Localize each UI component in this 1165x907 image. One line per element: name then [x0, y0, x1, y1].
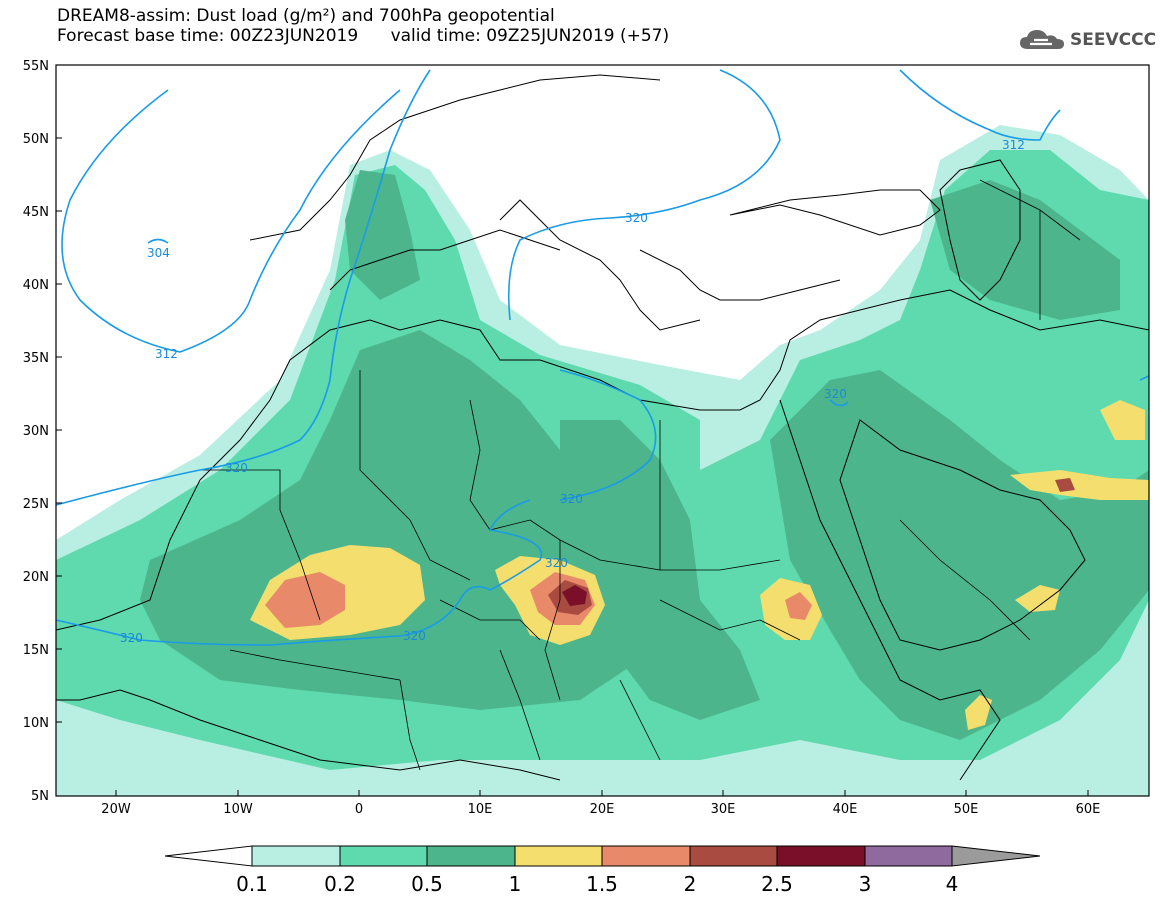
- colorbar-label: 3: [859, 872, 872, 896]
- dust-region-maroon-chad: [562, 585, 587, 606]
- lat-tick-label: 35N: [23, 351, 49, 366]
- lat-tick-label: 10N: [23, 716, 49, 731]
- colorbar-swatch: [864, 845, 953, 867]
- lat-tick-label: 45N: [23, 205, 49, 220]
- lon-tick-label: 50E: [954, 802, 979, 817]
- colorbar: 0.1 0.2 0.5 1 1.5 2 2.5 3 4: [164, 845, 1041, 896]
- colorbar-label: 2.5: [761, 872, 793, 896]
- colorbar-swatch: [776, 845, 866, 867]
- geopotential-contours: [56, 69, 1149, 646]
- contour-label: 312: [155, 347, 178, 361]
- lon-tick-label: 0: [355, 802, 363, 817]
- lon-tick-label: 30E: [711, 802, 736, 817]
- dust-region-dark-iberia: [345, 170, 420, 300]
- contour-label: 320: [560, 492, 583, 506]
- lat-tick-label: 55N: [23, 59, 49, 74]
- lat-tick-label: 50N: [23, 132, 49, 147]
- colorbar-label: 1.5: [586, 872, 618, 896]
- colorbar-swatch: [251, 845, 341, 867]
- contour-label: 320: [225, 461, 248, 475]
- country-borders: [200, 179, 1081, 771]
- colorbar-label: 1: [509, 872, 522, 896]
- lat-tick-label: 40N: [23, 278, 49, 293]
- logo-text: SEEVCCC: [1070, 30, 1157, 50]
- contour-320-north: [56, 69, 431, 506]
- dust-region-orange-mali: [265, 572, 345, 628]
- contour-label: 320: [120, 631, 143, 645]
- contour-label: 312: [1002, 138, 1025, 152]
- coastlines: [56, 74, 1149, 781]
- lon-tick-label: 10E: [468, 802, 493, 817]
- dust-region-dark-caspian: [930, 180, 1120, 320]
- contour-label: 320: [545, 556, 568, 570]
- lon-axis: 20W 10W 0 10E 20E 30E 40E 50E 60E: [101, 790, 1100, 817]
- lat-tick-label: 25N: [23, 497, 49, 512]
- seevccc-logo: SEEVCCC: [1018, 26, 1156, 54]
- colorbar-label: 2: [684, 872, 697, 896]
- contour-312-west: [61, 89, 401, 353]
- lat-tick-label: 15N: [23, 643, 49, 658]
- dust-region-darkred-gulf: [1055, 478, 1075, 492]
- contour-label: 320: [625, 211, 648, 225]
- colorbar-low-arrow: [164, 845, 253, 867]
- colorbar-swatch: [601, 845, 691, 867]
- dust-region-yellow-iran: [1100, 400, 1145, 440]
- dust-region-orange-sudan: [785, 592, 812, 620]
- contour-label: 320: [824, 387, 847, 401]
- contour-320-central: [559, 369, 657, 501]
- contour-label: 320: [403, 629, 426, 643]
- map-title: DREAM8-assim: Dust load (g/m²) and 700hP…: [57, 6, 555, 26]
- lat-tick-label: 5N: [31, 789, 49, 804]
- lon-tick-label: 20W: [101, 802, 131, 817]
- contour-312-east: [899, 69, 1061, 141]
- colorbar-label: 0.5: [411, 872, 443, 896]
- lat-tick-label: 30N: [23, 424, 49, 439]
- colorbar-high-arrow: [951, 845, 1041, 867]
- contour-320-med: [507, 69, 781, 321]
- colorbar-swatch: [426, 845, 516, 867]
- dust-region-dark-east: [770, 370, 1149, 740]
- lon-tick-label: 60E: [1076, 802, 1101, 817]
- dust-region-yellow-gulf: [1010, 470, 1149, 500]
- colorbar-label: 4: [946, 872, 959, 896]
- map-subtitle: Forecast base time: 00Z23JUN2019 valid t…: [57, 26, 670, 46]
- dust-fields: [56, 69, 1149, 796]
- lon-tick-label: 40E: [833, 802, 858, 817]
- colorbar-swatch: [514, 845, 603, 867]
- contour-label: 304: [147, 246, 170, 260]
- contour-labels: 304 312 312 320 320 320 320 320 320 320: [120, 138, 1025, 645]
- lat-axis: 55N 50N 45N 40N 35N 30N 25N 20N 15N 10N …: [23, 59, 62, 804]
- colorbar-swatch: [339, 845, 428, 867]
- dust-region-yellow-somalia: [965, 695, 992, 730]
- colorbar-label: 0.2: [324, 872, 356, 896]
- colorbar-label: 0.1: [236, 872, 268, 896]
- contour-320-iran: [1139, 375, 1149, 381]
- lon-tick-label: 10W: [223, 802, 253, 817]
- contour-320-arabia: [829, 399, 849, 407]
- lat-tick-label: 20N: [23, 570, 49, 585]
- dust-region-yellow-oman: [1015, 585, 1060, 612]
- colorbar-swatch: [689, 845, 778, 867]
- lon-tick-label: 20E: [590, 802, 615, 817]
- contour-304: [147, 238, 169, 244]
- cloud-icon: [1020, 30, 1064, 49]
- contour-320-south: [56, 499, 543, 646]
